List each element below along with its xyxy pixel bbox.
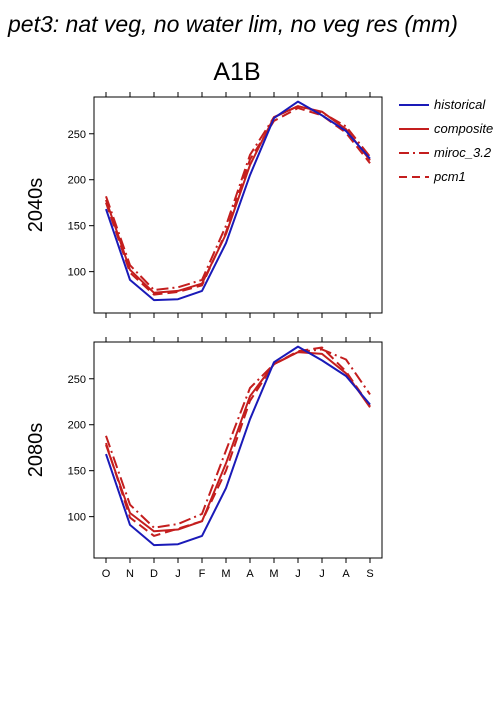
series-line-pcm1 [105, 346, 371, 537]
period-label: 2040s [25, 178, 47, 233]
y-tick-label: 200 [68, 420, 86, 432]
x-tick-label: M [269, 568, 278, 580]
y-tick-label: 250 [68, 129, 86, 141]
series-line-historical [105, 100, 371, 302]
y-tick-label: 100 [68, 267, 86, 279]
panel-2040s: 100 150 200 250 2040s [25, 92, 383, 318]
y-tick-label: 200 [68, 175, 86, 187]
panels: 100 150 200 250 2040s 100 150 200 250 O N D J F M A M J J A… [25, 92, 383, 580]
panel-2080s: 100 150 200 250 O N D J F M A M J J A S 2080s [25, 337, 383, 580]
x-tick-label: A [246, 568, 254, 580]
series-line-miroc_3.2 [105, 348, 371, 529]
x-tick-label: J [319, 568, 325, 580]
x-tick-label: O [102, 568, 111, 580]
scenario-title: A1B [213, 58, 260, 86]
x-tick-label: A [342, 568, 350, 580]
plot-frame [93, 96, 383, 314]
x-tick-label: J [175, 568, 181, 580]
x-tick-label: M [221, 568, 230, 580]
legend-label: historical [434, 97, 486, 112]
legend-label: composite [434, 121, 493, 136]
series-line-miroc_3.2 [105, 105, 371, 291]
figure-title: pet3: nat veg, no water lim, no veg res … [7, 11, 458, 37]
y-tick-label: 150 [68, 466, 86, 478]
legend: historical composite miroc_3.2 pcm1 [399, 97, 493, 184]
y-tick-label: 150 [68, 221, 86, 233]
x-tick-label: N [126, 568, 134, 580]
series-line-composite [105, 351, 371, 533]
x-tick-label: S [366, 568, 373, 580]
period-label: 2080s [25, 423, 47, 478]
legend-label: miroc_3.2 [434, 145, 492, 160]
x-tick-label: J [295, 568, 301, 580]
x-tick-label: F [199, 568, 206, 580]
series-line-composite [105, 105, 371, 294]
legend-label: pcm1 [433, 169, 466, 184]
plot-frame [93, 341, 383, 559]
y-tick-label: 100 [68, 512, 86, 524]
series-line-historical [105, 345, 371, 547]
y-tick-label: 250 [68, 374, 86, 386]
x-tick-label: D [150, 568, 158, 580]
